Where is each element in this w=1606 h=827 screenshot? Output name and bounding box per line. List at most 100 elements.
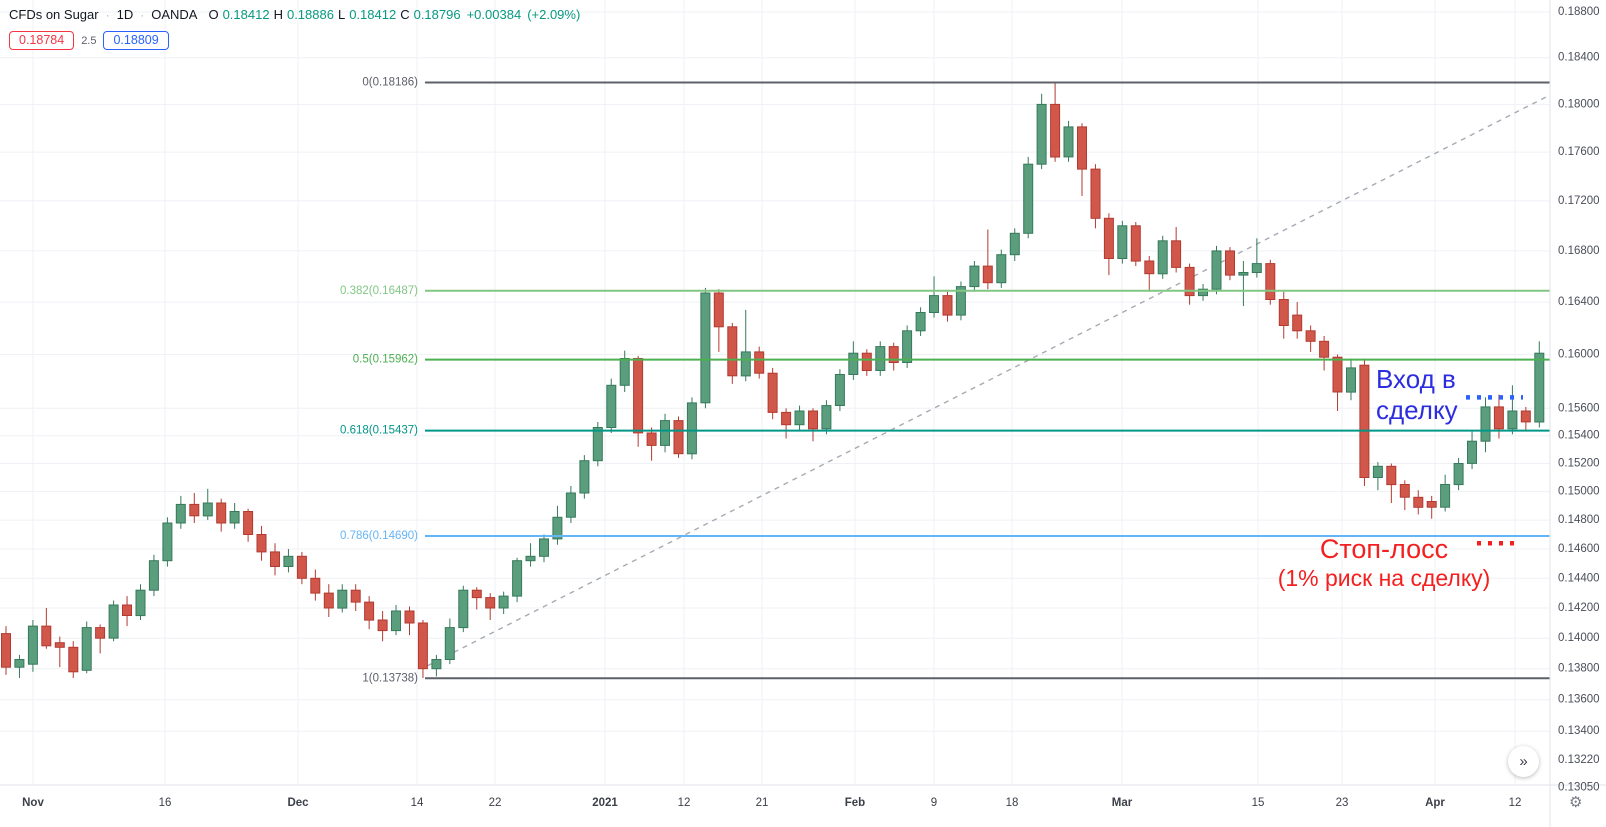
- candle: [296, 551, 307, 585]
- candle: [471, 587, 482, 610]
- legend-separator: ·: [105, 8, 110, 22]
- low-label: L: [337, 7, 346, 22]
- candle-body: [982, 265, 993, 284]
- time-axis-label: 12: [1509, 797, 1522, 809]
- candle-body: [1130, 225, 1141, 262]
- candle: [754, 346, 765, 379]
- candle: [175, 495, 186, 529]
- candle-body: [767, 372, 778, 413]
- candle: [1144, 256, 1155, 292]
- candle: [1077, 123, 1087, 196]
- candle: [1440, 474, 1451, 512]
- candle-body: [323, 592, 334, 609]
- ohlc-readout: O 0.18412 H 0.18886 L 0.18412 C 0.18796 …: [208, 7, 580, 22]
- candle: [1211, 245, 1222, 295]
- candle-body: [1077, 126, 1087, 170]
- fib-level-label: 0.618(0.15437): [340, 425, 418, 437]
- candle: [1171, 227, 1182, 273]
- time-axis[interactable]: Nov 16 Dec 14 22 2021 12 21 Feb 9 18 Mar 15 23 Apr 12: [22, 797, 1521, 809]
- entry-annotation-line1: Вход в: [1376, 364, 1456, 394]
- fib-retracement[interactable]: 0(0.18186) 0.382(0.16487) 0.5(0.15962) 0.61…: [340, 77, 1550, 685]
- change-value: +0.00384: [466, 7, 522, 22]
- candle-body: [270, 551, 280, 568]
- candle: [1225, 247, 1235, 281]
- candle-body: [552, 516, 563, 540]
- candle: [982, 229, 993, 290]
- level-dotted-lines[interactable]: [1466, 395, 1523, 546]
- candle: [1278, 291, 1289, 339]
- open-label: O: [208, 7, 219, 22]
- candle-body: [471, 589, 482, 599]
- candle-body: [1198, 288, 1208, 297]
- candle-body: [727, 326, 738, 377]
- interval-label[interactable]: 1D: [116, 7, 134, 22]
- candle: [888, 342, 899, 371]
- candle: [135, 584, 146, 620]
- candle-body: [148, 560, 159, 591]
- candle-body: [821, 405, 832, 430]
- candle: [1319, 336, 1330, 371]
- entry-annotation[interactable]: Вход в сделку: [1376, 364, 1496, 426]
- price-axis-label: 0.13220: [1558, 754, 1600, 766]
- candle-body: [861, 352, 872, 372]
- candle: [323, 584, 334, 617]
- candle-body: [1440, 484, 1451, 508]
- candle-body: [1453, 463, 1464, 486]
- candle-body: [1023, 163, 1034, 234]
- candle-body: [781, 411, 792, 426]
- time-axis-label: Apr: [1425, 797, 1445, 809]
- candle: [1130, 222, 1141, 267]
- fib-level-label: 0(0.18186): [362, 77, 418, 89]
- price-axis-label: 0.14200: [1558, 602, 1600, 614]
- candle: [902, 325, 913, 368]
- buy-button[interactable]: 0.18809: [103, 31, 169, 50]
- candle: [713, 289, 724, 352]
- symbol-name[interactable]: CFDs on Sugar: [9, 7, 99, 22]
- candle: [525, 543, 536, 567]
- candle-body: [1413, 496, 1424, 508]
- candle: [1238, 261, 1249, 306]
- time-axis-label: 18: [1006, 797, 1019, 809]
- candle: [1480, 397, 1491, 453]
- candle-body: [700, 292, 711, 404]
- gear-icon[interactable]: ⚙: [1569, 794, 1583, 811]
- candle-body: [834, 374, 845, 406]
- spread-value: 2.5: [81, 34, 97, 47]
- price-axis[interactable]: 0.18800 0.18400 0.18000 0.17600 0.17200 0.168…: [1558, 6, 1600, 793]
- candle: [646, 427, 657, 461]
- candle: [727, 322, 738, 384]
- time-axis-label: 22: [489, 797, 502, 809]
- candle: [337, 584, 348, 613]
- price-axis-label: 0.17600: [1558, 146, 1600, 158]
- sell-button[interactable]: 0.18784: [9, 31, 75, 50]
- candle: [1386, 463, 1397, 503]
- stop-loss-annotation[interactable]: Стоп-лосс (1% риск на сделку): [1256, 534, 1512, 592]
- fib-level-label: 0.5(0.15962): [353, 354, 418, 366]
- candle: [431, 654, 442, 677]
- candle: [996, 249, 1007, 288]
- candle: [27, 620, 38, 672]
- time-axis-label: Dec: [287, 797, 309, 809]
- candle-body: [485, 597, 496, 609]
- candle-body: [41, 625, 52, 647]
- candle: [808, 408, 818, 442]
- candle: [68, 641, 79, 678]
- price-axis-label: 0.15200: [1558, 458, 1600, 470]
- candle: [781, 408, 792, 439]
- scroll-to-latest-button[interactable]: »: [1508, 746, 1539, 777]
- price-axis-label: 0.14000: [1558, 632, 1600, 644]
- price-axis-label: 0.17200: [1558, 195, 1600, 207]
- price-axis-label: 0.18400: [1558, 52, 1600, 64]
- candle-body: [1211, 250, 1222, 290]
- candle: [1251, 238, 1262, 278]
- price-axis-label: 0.15000: [1558, 486, 1600, 498]
- candle-body: [1386, 465, 1397, 486]
- candle-body: [1050, 103, 1061, 158]
- candle: [686, 397, 697, 460]
- close-value: 0.18796: [413, 7, 461, 22]
- candle-body: [216, 502, 227, 524]
- candle-body: [1, 633, 11, 668]
- exchange-label[interactable]: OANDA: [151, 7, 198, 22]
